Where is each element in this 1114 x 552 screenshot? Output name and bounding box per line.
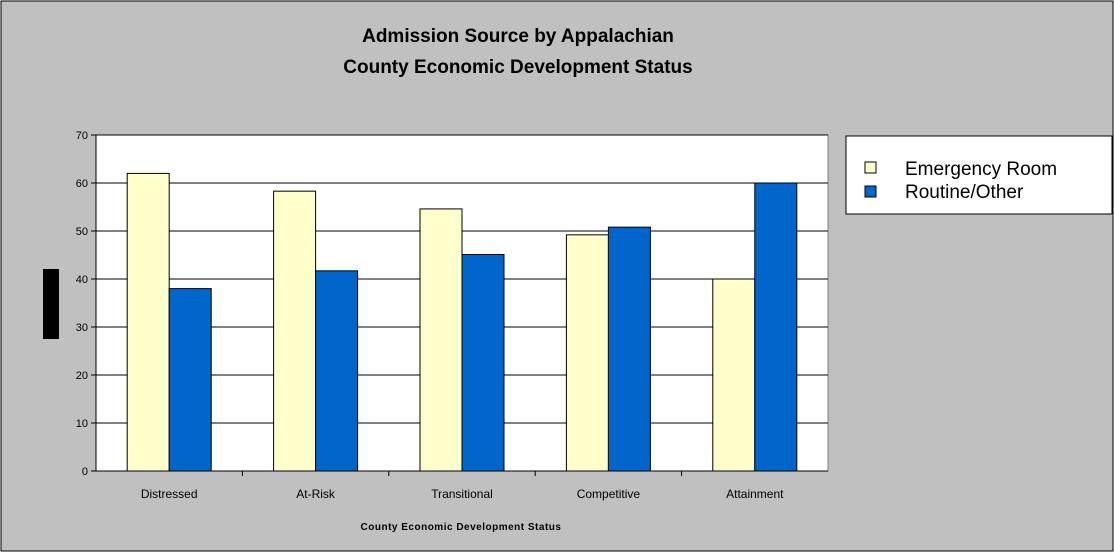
bar-routine-other-transitional	[461, 254, 505, 472]
bar-routine-other-at-risk	[315, 270, 359, 472]
x-axis-title: County Economic Development Status	[361, 522, 562, 533]
y-tick-label: 70	[76, 130, 88, 142]
bar-emergency-room-transitional	[419, 208, 463, 472]
bar-emergency-room-attainment	[712, 278, 756, 472]
y-tick-label: 40	[76, 274, 88, 286]
x-tick-label: Transitional	[431, 487, 493, 501]
x-tick-label: Attainment	[726, 487, 784, 501]
y-tick-label: 30	[76, 322, 88, 334]
legend-label-routine-other: Routine/Other	[905, 182, 1024, 203]
y-tick-label: 0	[82, 466, 88, 478]
x-tick-label: Distressed	[141, 487, 198, 501]
y-axis-ticks: 0 10 20 30 40 50 60 70	[76, 130, 96, 478]
bar-emergency-room-distressed	[126, 172, 170, 472]
x-tick-label: At-Risk	[296, 487, 336, 501]
bar-routine-other-competitive	[607, 226, 651, 472]
y-tick-label: 60	[76, 178, 88, 190]
legend-swatch-routine-other	[864, 185, 877, 198]
x-tick-label: Competitive	[577, 487, 641, 501]
legend-swatch-emergency-room	[864, 161, 877, 174]
y-tick-label: 10	[76, 418, 88, 430]
bar-routine-other-distressed	[168, 288, 212, 472]
bar-emergency-room-at-risk	[273, 190, 317, 472]
chart-title-line-1: Admission Source by Appalachian	[362, 26, 674, 47]
chart-title-line-2: County Economic Development Status	[343, 57, 692, 78]
bar-routine-other-attainment	[754, 182, 798, 472]
y-tick-label: 50	[76, 226, 88, 238]
x-axis-ticks: Distressed At-Risk Transitional Competitive…	[141, 471, 784, 501]
legend-box	[845, 135, 1113, 215]
bar-emergency-room-competitive	[565, 234, 609, 472]
y-tick-label: 20	[76, 370, 88, 382]
legend-label-emergency-room: Emergency Room	[905, 159, 1057, 180]
y-axis-label-box	[43, 269, 59, 339]
legend: Emergency Room Routine/Other	[845, 135, 1113, 215]
